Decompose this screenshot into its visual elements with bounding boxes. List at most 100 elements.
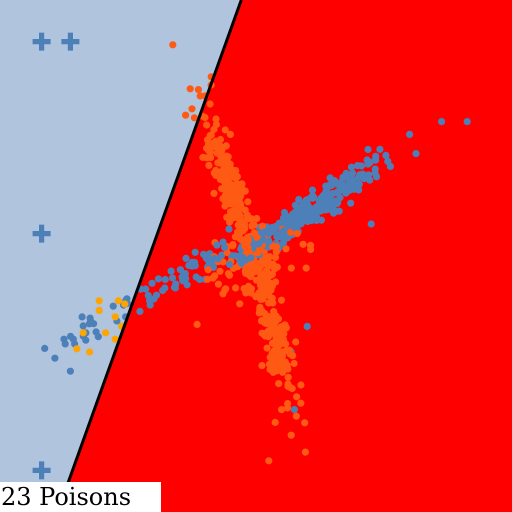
poison-point <box>111 313 119 321</box>
orange-data-point <box>232 284 240 292</box>
blue-data-point <box>295 195 303 204</box>
blue-data-point <box>168 274 177 282</box>
orange-data-point <box>281 321 289 329</box>
orange-data-point <box>210 189 218 197</box>
orange-data-point <box>204 275 212 283</box>
orange-data-point <box>293 230 301 238</box>
orange-data-point <box>258 222 267 230</box>
blue-data-point <box>297 218 305 226</box>
orange-data-point <box>269 368 277 376</box>
orange-data-point <box>280 330 288 338</box>
blue-data-point <box>161 284 169 292</box>
orange-data-point <box>221 286 229 294</box>
blue-data-point <box>367 220 375 228</box>
orange-data-point <box>299 240 307 248</box>
blue-data-point <box>289 218 297 227</box>
orange-data-point <box>244 214 252 222</box>
data-points-layer <box>41 41 471 465</box>
orange-data-point <box>203 121 211 129</box>
orange-data-point <box>272 332 280 340</box>
orange-data-point <box>212 115 220 123</box>
orange-data-point <box>259 295 267 303</box>
plus-marker <box>32 224 51 243</box>
orange-data-point <box>216 135 225 144</box>
orange-data-point <box>271 253 280 261</box>
blue-data-point <box>329 190 337 198</box>
poison-point <box>111 335 119 343</box>
blue-data-point <box>320 196 328 204</box>
blue-data-point <box>242 256 250 264</box>
blue-data-point <box>342 169 350 177</box>
blue-data-point <box>332 207 340 215</box>
poison-point <box>121 300 129 308</box>
blue-data-point <box>366 176 374 184</box>
blue-data-point <box>231 252 239 260</box>
blue-data-point <box>282 217 290 225</box>
orange-data-point <box>226 208 235 216</box>
blue-data-point <box>292 209 300 218</box>
orange-data-point <box>287 264 295 272</box>
blue-data-point <box>161 275 169 284</box>
blue-data-point <box>342 189 350 197</box>
blue-data-point <box>154 275 162 283</box>
blue-data-point <box>291 201 300 209</box>
blue-data-point <box>438 118 446 126</box>
orange-data-point <box>216 175 224 183</box>
blue-data-point <box>41 344 49 352</box>
orange-data-point <box>244 244 252 252</box>
blue-data-point <box>220 243 229 252</box>
poison-point <box>102 329 110 337</box>
blue-data-point <box>191 258 199 267</box>
orange-data-point <box>265 457 273 465</box>
blue-data-point <box>60 335 68 343</box>
blue-data-point <box>298 212 306 220</box>
blue-data-point <box>51 354 59 362</box>
decision-boundary-line <box>56 0 243 512</box>
orange-data-point <box>284 373 292 381</box>
plus-marker <box>32 461 51 480</box>
blue-data-point <box>191 248 199 256</box>
orange-data-point <box>218 185 227 193</box>
orange-data-point <box>284 365 292 373</box>
blue-data-point <box>340 183 348 191</box>
poison-point <box>114 297 122 305</box>
orange-data-point <box>278 406 286 414</box>
orange-data-point <box>247 289 255 297</box>
orange-data-point <box>306 241 315 249</box>
orange-data-point <box>232 167 240 175</box>
orange-data-point <box>250 221 258 229</box>
orange-data-point <box>244 198 252 206</box>
orange-data-point <box>211 272 219 280</box>
plus-markers-layer <box>32 32 80 480</box>
blue-data-point <box>354 180 362 189</box>
orange-data-point <box>204 266 212 274</box>
orange-data-point <box>201 113 209 122</box>
orange-data-point <box>241 206 249 214</box>
orange-data-point <box>234 182 242 190</box>
blue-data-point <box>334 198 342 207</box>
blue-data-point <box>86 314 94 322</box>
orange-data-point <box>246 266 254 275</box>
blue-data-point <box>236 257 244 265</box>
orange-data-point <box>283 404 292 412</box>
blue-data-point <box>146 297 154 306</box>
blue-data-point <box>214 255 222 263</box>
orange-data-point <box>270 308 278 316</box>
blue-data-point <box>303 322 311 330</box>
orange-data-point <box>287 431 295 439</box>
blue-data-point <box>299 203 307 212</box>
orange-data-point <box>221 126 229 134</box>
blue-data-point <box>79 322 87 330</box>
orange-data-point <box>255 309 263 317</box>
poison-count-caption: 23 Poisons <box>0 482 161 512</box>
orange-data-point <box>297 399 305 407</box>
orange-data-point <box>229 242 237 250</box>
orange-data-point <box>232 174 240 182</box>
decision-region-orange <box>57 0 512 512</box>
poison-point <box>86 348 94 356</box>
orange-data-point <box>302 264 310 272</box>
orange-data-point <box>244 235 253 244</box>
orange-data-point <box>258 260 266 268</box>
orange-data-point <box>224 178 232 186</box>
